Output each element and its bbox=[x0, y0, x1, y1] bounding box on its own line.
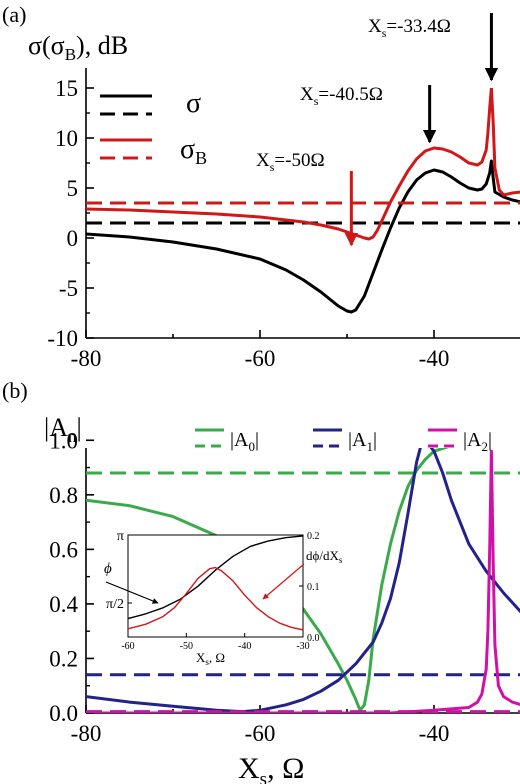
y-tick-label: 5 bbox=[67, 176, 79, 201]
inset-dphi-arrow bbox=[262, 563, 305, 600]
inset-chart: -60 -50 -40 -30 π π/2 0.2 0.1 0.0 ϕ dϕ/dXs Xs, Ω bbox=[104, 529, 343, 667]
y-tick-label: 0.6 bbox=[49, 537, 78, 562]
y-tick-label: 1.0 bbox=[49, 428, 78, 453]
y-tick-label: -10 bbox=[47, 326, 78, 351]
inset-x-tick-label: -50 bbox=[180, 641, 193, 652]
inset-right-tick-label: 0.2 bbox=[307, 531, 320, 542]
panel-b-legend: |A0| |A1| |A2| bbox=[195, 428, 492, 454]
inset-series-phi-line bbox=[127, 535, 304, 620]
panel-a-label: (a) bbox=[2, 2, 26, 27]
y-tick-label: 0.0 bbox=[49, 701, 78, 726]
panel-a-ticks: -80 -60 -40 15 10 5 0 -5 -10 bbox=[47, 76, 450, 371]
inset-x-tick-label: -30 bbox=[296, 641, 309, 652]
panel-a-legend: σ σB bbox=[100, 88, 207, 168]
panel-b-ylabel: |An| bbox=[44, 413, 82, 446]
annotation-xs-33-4: Xs=-33.4Ω bbox=[368, 16, 451, 40]
legend-a1-label: |A1| bbox=[348, 429, 377, 454]
x-tick-label: -60 bbox=[245, 346, 276, 371]
x-tick-label: -80 bbox=[71, 721, 102, 746]
panel-b-xlabel: Xs, Ω bbox=[238, 752, 304, 784]
inset-left-label: ϕ bbox=[104, 561, 112, 577]
panel-b-plot-area bbox=[86, 448, 520, 713]
panel-b-label: (b) bbox=[2, 378, 28, 403]
inset-ticks: -60 -50 -40 -30 π π/2 0.2 0.1 0.0 bbox=[106, 529, 319, 652]
y-tick-label: 0.8 bbox=[49, 483, 78, 508]
panel-a-plot-area bbox=[86, 88, 520, 314]
legend-sigma-label: σ bbox=[186, 88, 201, 119]
x-tick-label: -80 bbox=[71, 346, 102, 371]
inset-right-label: dϕ/dXs bbox=[306, 548, 343, 565]
legend-a0-label: |A0| bbox=[230, 429, 259, 454]
panel-b: (b) |An| -80 -60 -40 1.0 0.8 0.6 0.4 0.2 0.0 Xs,… bbox=[2, 378, 520, 784]
inset-lines bbox=[127, 535, 304, 631]
panel-a-annotations: Xs=-33.4Ω Xs=-40.5Ω Xs=-50Ω bbox=[256, 13, 499, 247]
inset-x-tick-label: -60 bbox=[121, 641, 134, 652]
inset-series-dphi-line bbox=[127, 566, 304, 631]
annotation-xs-50: Xs=-50Ω bbox=[256, 150, 325, 174]
y-tick-label: -5 bbox=[59, 276, 78, 301]
inset-right-tick-label: 0.0 bbox=[307, 633, 320, 644]
y-tick-label: 0.4 bbox=[49, 592, 78, 617]
x-tick-label: -60 bbox=[245, 721, 276, 746]
panel-a-ylabel: σ(σB), dB bbox=[28, 31, 128, 64]
inset-phi-arrow bbox=[105, 581, 159, 604]
panel-b-ticks: -80 -60 -40 1.0 0.8 0.6 0.4 0.2 0.0 bbox=[49, 428, 450, 746]
annotation-xs-40-5: Xs=-40.5Ω bbox=[300, 84, 383, 108]
y-tick-label: 15 bbox=[55, 76, 78, 101]
inset-x-tick-label: -40 bbox=[238, 641, 251, 652]
series-series-solid-line bbox=[86, 159, 520, 314]
legend-sigmaB-label: σB bbox=[180, 134, 207, 168]
inset-xlabel: Xs, Ω bbox=[196, 650, 225, 667]
series-a2-solid-line bbox=[86, 449, 520, 713]
x-tick-label: -40 bbox=[419, 346, 450, 371]
y-tick-label: 10 bbox=[55, 126, 78, 151]
legend-a2-label: |A2| bbox=[463, 429, 492, 454]
inset-left-tick-label: π/2 bbox=[106, 597, 124, 612]
y-tick-label: 0.2 bbox=[49, 646, 78, 671]
inset-left-tick-label: π bbox=[117, 529, 124, 544]
series-b-solid-line bbox=[86, 88, 520, 241]
inset-right-tick-label: 0.1 bbox=[307, 582, 320, 593]
y-tick-label: 0 bbox=[67, 226, 79, 251]
x-tick-label: -40 bbox=[419, 721, 450, 746]
